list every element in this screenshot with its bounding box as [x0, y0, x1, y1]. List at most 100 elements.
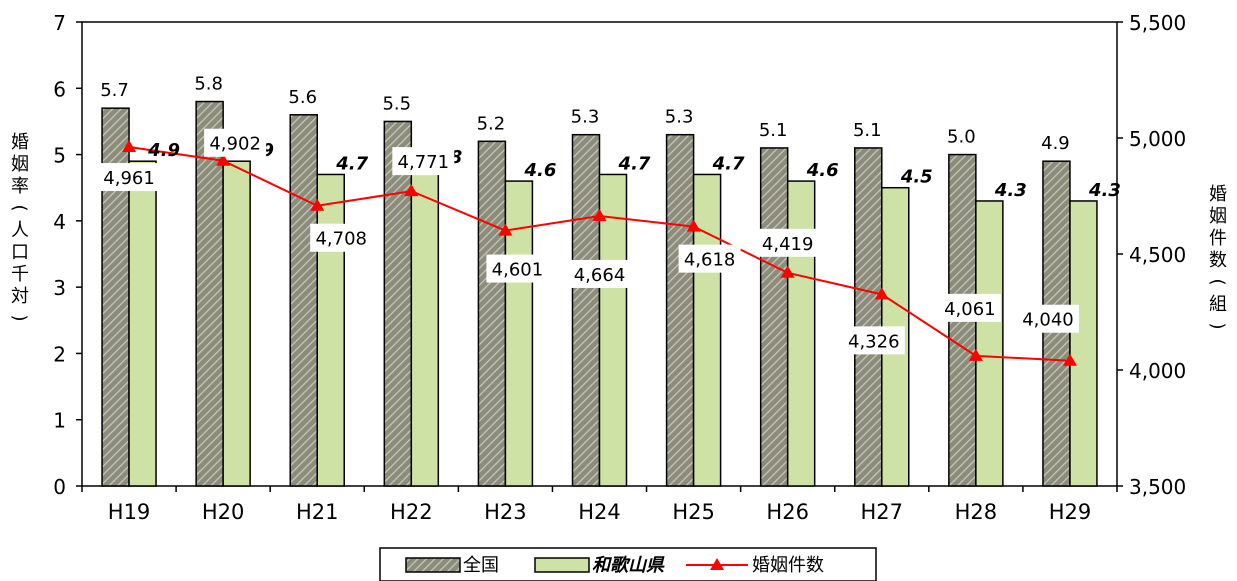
data-label-wakayama: 4.7	[335, 153, 368, 174]
data-label-wakayama: 4.7	[712, 153, 745, 174]
data-label-count: 4,708	[315, 229, 367, 250]
right-axis-ticks: 3,500 4,000 4,500 5,000 5,500	[1117, 11, 1186, 499]
x-tick-label: H29	[1049, 500, 1092, 524]
left-axis-label-char: )	[9, 314, 30, 321]
data-label-national: 5.8	[194, 74, 223, 95]
count-marker	[968, 348, 983, 361]
data-label-national: 4.9	[1041, 133, 1070, 154]
x-tick-label: H28	[955, 500, 998, 524]
left-tick-label: 1	[53, 409, 66, 433]
data-label-wakayama: 4.7	[618, 153, 651, 174]
left-tick-label: 2	[53, 342, 66, 366]
left-tick-label: 5	[53, 144, 66, 168]
x-tick-label: H22	[390, 500, 433, 524]
right-axis-label: 婚姻件数 (組)	[1207, 184, 1228, 330]
count-marker	[686, 219, 701, 232]
data-label-count-bg	[938, 293, 1001, 322]
bar-wakayama	[128, 160, 157, 487]
data-label-count-bg	[756, 228, 819, 257]
bar-wakayama	[598, 173, 628, 487]
left-tick-label: 4	[53, 210, 66, 234]
legend-label-wakayama: 和歌山県	[592, 555, 665, 576]
bar-wakayama	[410, 167, 440, 487]
right-tick-label: 5,500	[1129, 11, 1186, 35]
right-axis-label-char: 数	[1209, 250, 1227, 271]
left-axis-label-char: 率	[11, 176, 29, 197]
data-label-count-bg	[98, 163, 161, 192]
left-axis-ticks: 0 1 2 3 4 5 6 7	[53, 11, 82, 499]
left-tick-label: 6	[53, 77, 66, 101]
bar-national	[289, 114, 318, 487]
data-labels: 5.74.95.84.95.64.75.54.85.24.65.34.75.34…	[98, 74, 1121, 355]
data-label-count: 4,771	[398, 152, 450, 173]
left-tick-label: 0	[53, 475, 66, 499]
data-label-national: 5.3	[571, 107, 600, 128]
left-axis-label-char: 口	[11, 242, 29, 263]
data-label-wakayama: 4.6	[806, 160, 839, 181]
bar-wakayama	[222, 160, 251, 487]
data-label-wakayama: 4.6	[523, 160, 556, 181]
data-label-count-bg	[486, 254, 549, 283]
right-axis-label-char: (	[1207, 278, 1228, 285]
data-label-wakayama: 4.5	[900, 167, 933, 188]
legend-box	[379, 547, 877, 581]
count-marker	[592, 208, 607, 221]
right-axis-label-char: 組	[1209, 294, 1227, 315]
bar-national	[383, 120, 413, 487]
count-line	[122, 140, 1077, 366]
data-label-count: 4,618	[684, 250, 736, 271]
count-marker	[498, 223, 513, 236]
x-tick-label: H23	[484, 500, 527, 524]
left-axis-label-char: 対	[11, 286, 29, 307]
x-axis-ticks: H19 H20 H21 H22 H23 H24 H25 H26 H27 H28 H29	[81, 486, 1118, 524]
data-label-count-bg	[204, 128, 267, 157]
data-label-count: 4,040	[1022, 310, 1074, 331]
data-label-national: 5.2	[477, 113, 506, 134]
data-label-count: 4,326	[848, 331, 900, 352]
data-label-national: 5.1	[759, 120, 788, 141]
right-tick-label: 4,500	[1129, 243, 1186, 267]
legend-swatch-national	[405, 557, 461, 573]
bar-national	[571, 133, 601, 487]
data-label-wakayama: 4.3	[994, 180, 1027, 201]
legend-label-national: 全国	[463, 555, 499, 576]
bar-national	[477, 140, 507, 487]
right-axis-label-char: )	[1207, 322, 1228, 329]
data-label-count: 4,902	[209, 134, 261, 155]
data-label-count-bg	[842, 326, 905, 355]
data-label-wakayama: 4.3	[1088, 180, 1121, 201]
count-marker	[1062, 353, 1077, 366]
data-label-count-bg	[568, 259, 631, 288]
data-label-count: 4,601	[492, 260, 544, 281]
bar-wakayama	[316, 173, 345, 487]
data-label-count: 4,061	[944, 299, 996, 320]
left-axis-label-char: 婚	[11, 132, 29, 153]
bar-wakayama	[975, 200, 1004, 487]
x-tick-label: H21	[296, 500, 339, 524]
legend-swatch-wakayama	[534, 557, 590, 573]
data-label-count-bg	[310, 223, 373, 252]
bar-national	[665, 133, 695, 487]
left-axis-label-char: 千	[11, 264, 29, 285]
data-label-count-bg	[1016, 304, 1079, 333]
count-marker	[874, 287, 889, 300]
data-label-national: 5.6	[288, 87, 317, 108]
bar-national	[854, 147, 883, 487]
x-tick-label: H19	[108, 500, 151, 524]
data-label-count: 4,664	[574, 265, 626, 286]
x-tick-label: H24	[578, 500, 621, 524]
count-marker	[216, 153, 231, 166]
x-tick-label: H25	[672, 500, 715, 524]
data-label-count-bg	[392, 147, 455, 176]
legend-marker-count	[710, 558, 724, 570]
right-tick-label: 3,500	[1129, 475, 1186, 499]
data-label-national: 5.0	[947, 127, 976, 148]
left-axis-label-char: (	[9, 204, 30, 211]
right-tick-label: 4,000	[1129, 359, 1186, 383]
left-tick-label: 3	[53, 276, 66, 300]
bar-national	[759, 147, 789, 487]
right-axis-label-char: 婚	[1209, 184, 1227, 205]
legend-label-count: 婚姻件数	[752, 555, 824, 576]
